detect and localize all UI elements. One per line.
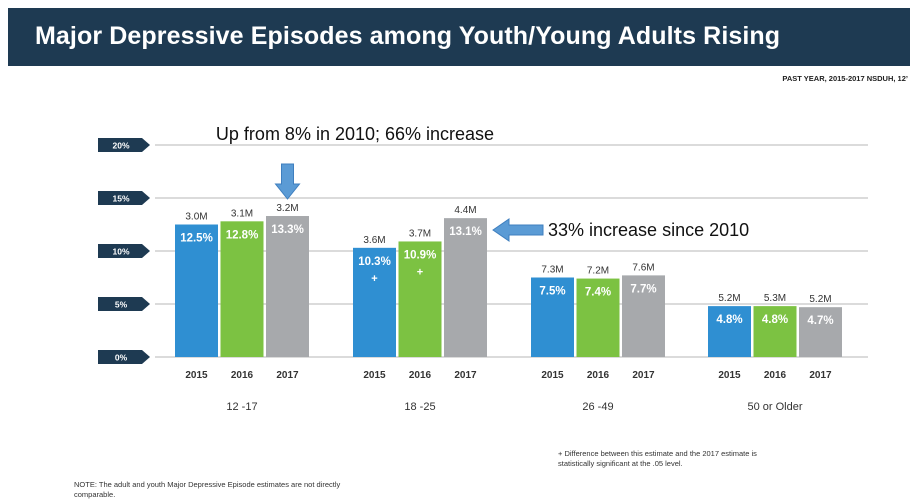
x-tick-label: 2017 (632, 370, 655, 381)
group-label: 50 or Older (747, 401, 802, 413)
x-tick-label: 2017 (276, 370, 299, 381)
significance-mark: + (417, 266, 423, 278)
y-tick-label: 5% (115, 300, 128, 310)
value-label: 4.8% (716, 314, 742, 326)
count-label: 5.3M (764, 293, 786, 304)
count-label: 3.6M (363, 235, 385, 246)
y-tick-label: 20% (112, 141, 129, 151)
value-label: 12.5% (180, 233, 213, 245)
down-arrow-icon (276, 164, 300, 199)
y-tick-label: 0% (115, 353, 128, 363)
bar (444, 218, 487, 357)
group-label: 26 -49 (582, 401, 613, 413)
note-right: + Difference between this estimate and t… (558, 449, 763, 469)
significance-mark: + (371, 273, 377, 285)
y-tick-label: 15% (112, 194, 129, 204)
value-label: 7.5% (539, 286, 565, 298)
bar (221, 221, 264, 357)
value-label: 10.9% (404, 249, 437, 261)
x-tick-label: 2016 (409, 370, 432, 381)
group-label: 18 -25 (404, 401, 435, 413)
x-tick-label: 2015 (718, 370, 741, 381)
value-label: 10.3% (358, 256, 391, 268)
count-label: 3.1M (231, 208, 253, 219)
x-tick-label: 2016 (764, 370, 787, 381)
x-tick-label: 2015 (363, 370, 386, 381)
value-label: 13.1% (449, 226, 482, 238)
count-label: 7.2M (587, 266, 609, 277)
bar (266, 216, 309, 357)
y-tick-label: 10% (112, 247, 129, 257)
count-label: 5.2M (809, 294, 831, 305)
value-label: 7.7% (630, 283, 656, 295)
x-tick-label: 2015 (541, 370, 564, 381)
annotation-text: Up from 8% in 2010; 66% increase (216, 124, 494, 144)
value-label: 4.8% (762, 314, 788, 326)
value-label: 4.7% (807, 315, 833, 327)
count-label: 3.2M (276, 203, 298, 214)
group-label: 12 -17 (226, 401, 257, 413)
count-label: 7.6M (632, 262, 654, 273)
x-tick-label: 2017 (809, 370, 832, 381)
value-label: 12.8% (226, 229, 259, 241)
value-label: 13.3% (271, 224, 304, 236)
annotation-text: 33% increase since 2010 (548, 220, 749, 240)
left-arrow-icon (493, 219, 543, 241)
count-label: 5.2M (718, 293, 740, 304)
note-left: NOTE: The adult and youth Major Depressi… (74, 480, 374, 500)
x-tick-label: 2016 (231, 370, 254, 381)
x-tick-label: 2017 (454, 370, 477, 381)
x-tick-label: 2016 (587, 370, 610, 381)
count-label: 4.4M (454, 205, 476, 216)
value-label: 7.4% (585, 287, 611, 299)
x-tick-label: 2015 (185, 370, 208, 381)
count-label: 7.3M (541, 265, 563, 276)
count-label: 3.7M (409, 228, 431, 239)
count-label: 3.0M (185, 212, 207, 223)
